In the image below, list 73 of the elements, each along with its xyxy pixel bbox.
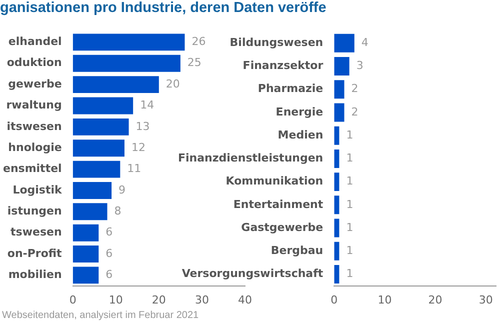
bar xyxy=(72,97,134,114)
bar xyxy=(72,203,108,220)
data-label: 12 xyxy=(131,140,146,154)
y-tick-label: Versorgungswirtschaft xyxy=(182,267,324,280)
y-tick-label: elhandel xyxy=(8,35,62,48)
y-tick-label: Entertainment xyxy=(233,198,324,211)
y-tick-label: Finanzsektor xyxy=(242,59,324,72)
data-label: 1 xyxy=(346,152,354,165)
y-tick-label: mobilien xyxy=(8,268,62,282)
bar xyxy=(72,34,185,51)
chart-title: ganisationen pro Industrie, deren Daten veröffe xyxy=(0,0,326,16)
data-label: 11 xyxy=(127,162,142,176)
x-tick-label: 10 xyxy=(108,293,123,306)
bar xyxy=(72,266,99,284)
text: Webseitendaten, analysiert im Februar 2021 xyxy=(2,310,199,321)
x-tick-label: 20 xyxy=(428,293,442,306)
data-label: 2 xyxy=(351,82,358,96)
bar xyxy=(72,224,99,242)
data-label: 4 xyxy=(361,36,368,50)
y-tick-label: itswesen xyxy=(6,120,62,133)
y-tick-label: istungen xyxy=(7,204,62,218)
y-tick-label: Gastgewerbe xyxy=(241,220,324,234)
data-label: 1 xyxy=(346,198,354,211)
x-tick-label: 20 xyxy=(152,293,166,306)
y-tick-label: ensmittel xyxy=(2,162,62,176)
x-tick-label: 10 xyxy=(378,293,392,306)
y-tick-label: Finanzdienstleistungen xyxy=(178,152,324,165)
bar xyxy=(334,80,344,99)
y-tick-label: Logistik xyxy=(12,183,62,196)
data-label: 1 xyxy=(346,220,354,234)
data-label: 1 xyxy=(346,174,354,188)
bar xyxy=(72,160,120,178)
data-label: 1 xyxy=(346,244,354,257)
data-label: 14 xyxy=(140,98,154,112)
x-tick-label: 30 xyxy=(478,293,493,306)
y-tick-label: hnologie xyxy=(8,140,62,154)
x-tick-label: 30 xyxy=(194,293,209,306)
x-tick-label: 0 xyxy=(69,293,76,306)
y-tick-label: Medien xyxy=(278,128,324,142)
data-label: 25 xyxy=(187,56,202,70)
bar xyxy=(72,54,180,72)
bar xyxy=(72,246,99,262)
data-label: 6 xyxy=(106,246,113,260)
data-label: 3 xyxy=(356,59,364,72)
bar xyxy=(72,140,124,157)
y-tick-label: Energie xyxy=(276,105,324,118)
data-label: 6 xyxy=(106,268,113,282)
bar xyxy=(334,57,350,76)
y-tick-label: on-Profit xyxy=(7,246,62,260)
bar xyxy=(72,182,112,199)
data-label: 2 xyxy=(351,105,358,118)
data-label: 26 xyxy=(192,35,206,48)
data-label: 1 xyxy=(346,128,354,142)
y-tick-label: tswesen xyxy=(10,226,62,239)
y-tick-label: oduktion xyxy=(6,56,62,70)
data-label: 8 xyxy=(114,204,122,218)
bar xyxy=(72,76,159,94)
y-tick-label: Pharmazie xyxy=(258,82,324,96)
y-tick-label: Kommunikation xyxy=(226,174,324,188)
data-label: 20 xyxy=(166,77,180,90)
data-label: 1 xyxy=(346,267,354,280)
bar xyxy=(334,103,344,122)
x-tick-label: 40 xyxy=(238,293,252,306)
y-tick-label: Bildungswesen xyxy=(230,36,324,50)
data-label: 9 xyxy=(118,183,126,196)
bar xyxy=(334,34,354,52)
x-tick-label: 0 xyxy=(330,293,338,306)
data-label: 13 xyxy=(136,120,150,133)
y-tick-label: rwaltung xyxy=(6,98,62,112)
y-tick-label: Bergbau xyxy=(270,244,324,257)
data-label: 6 xyxy=(106,226,113,239)
y-tick-label: gewerbe xyxy=(8,77,62,90)
bar xyxy=(72,118,129,136)
